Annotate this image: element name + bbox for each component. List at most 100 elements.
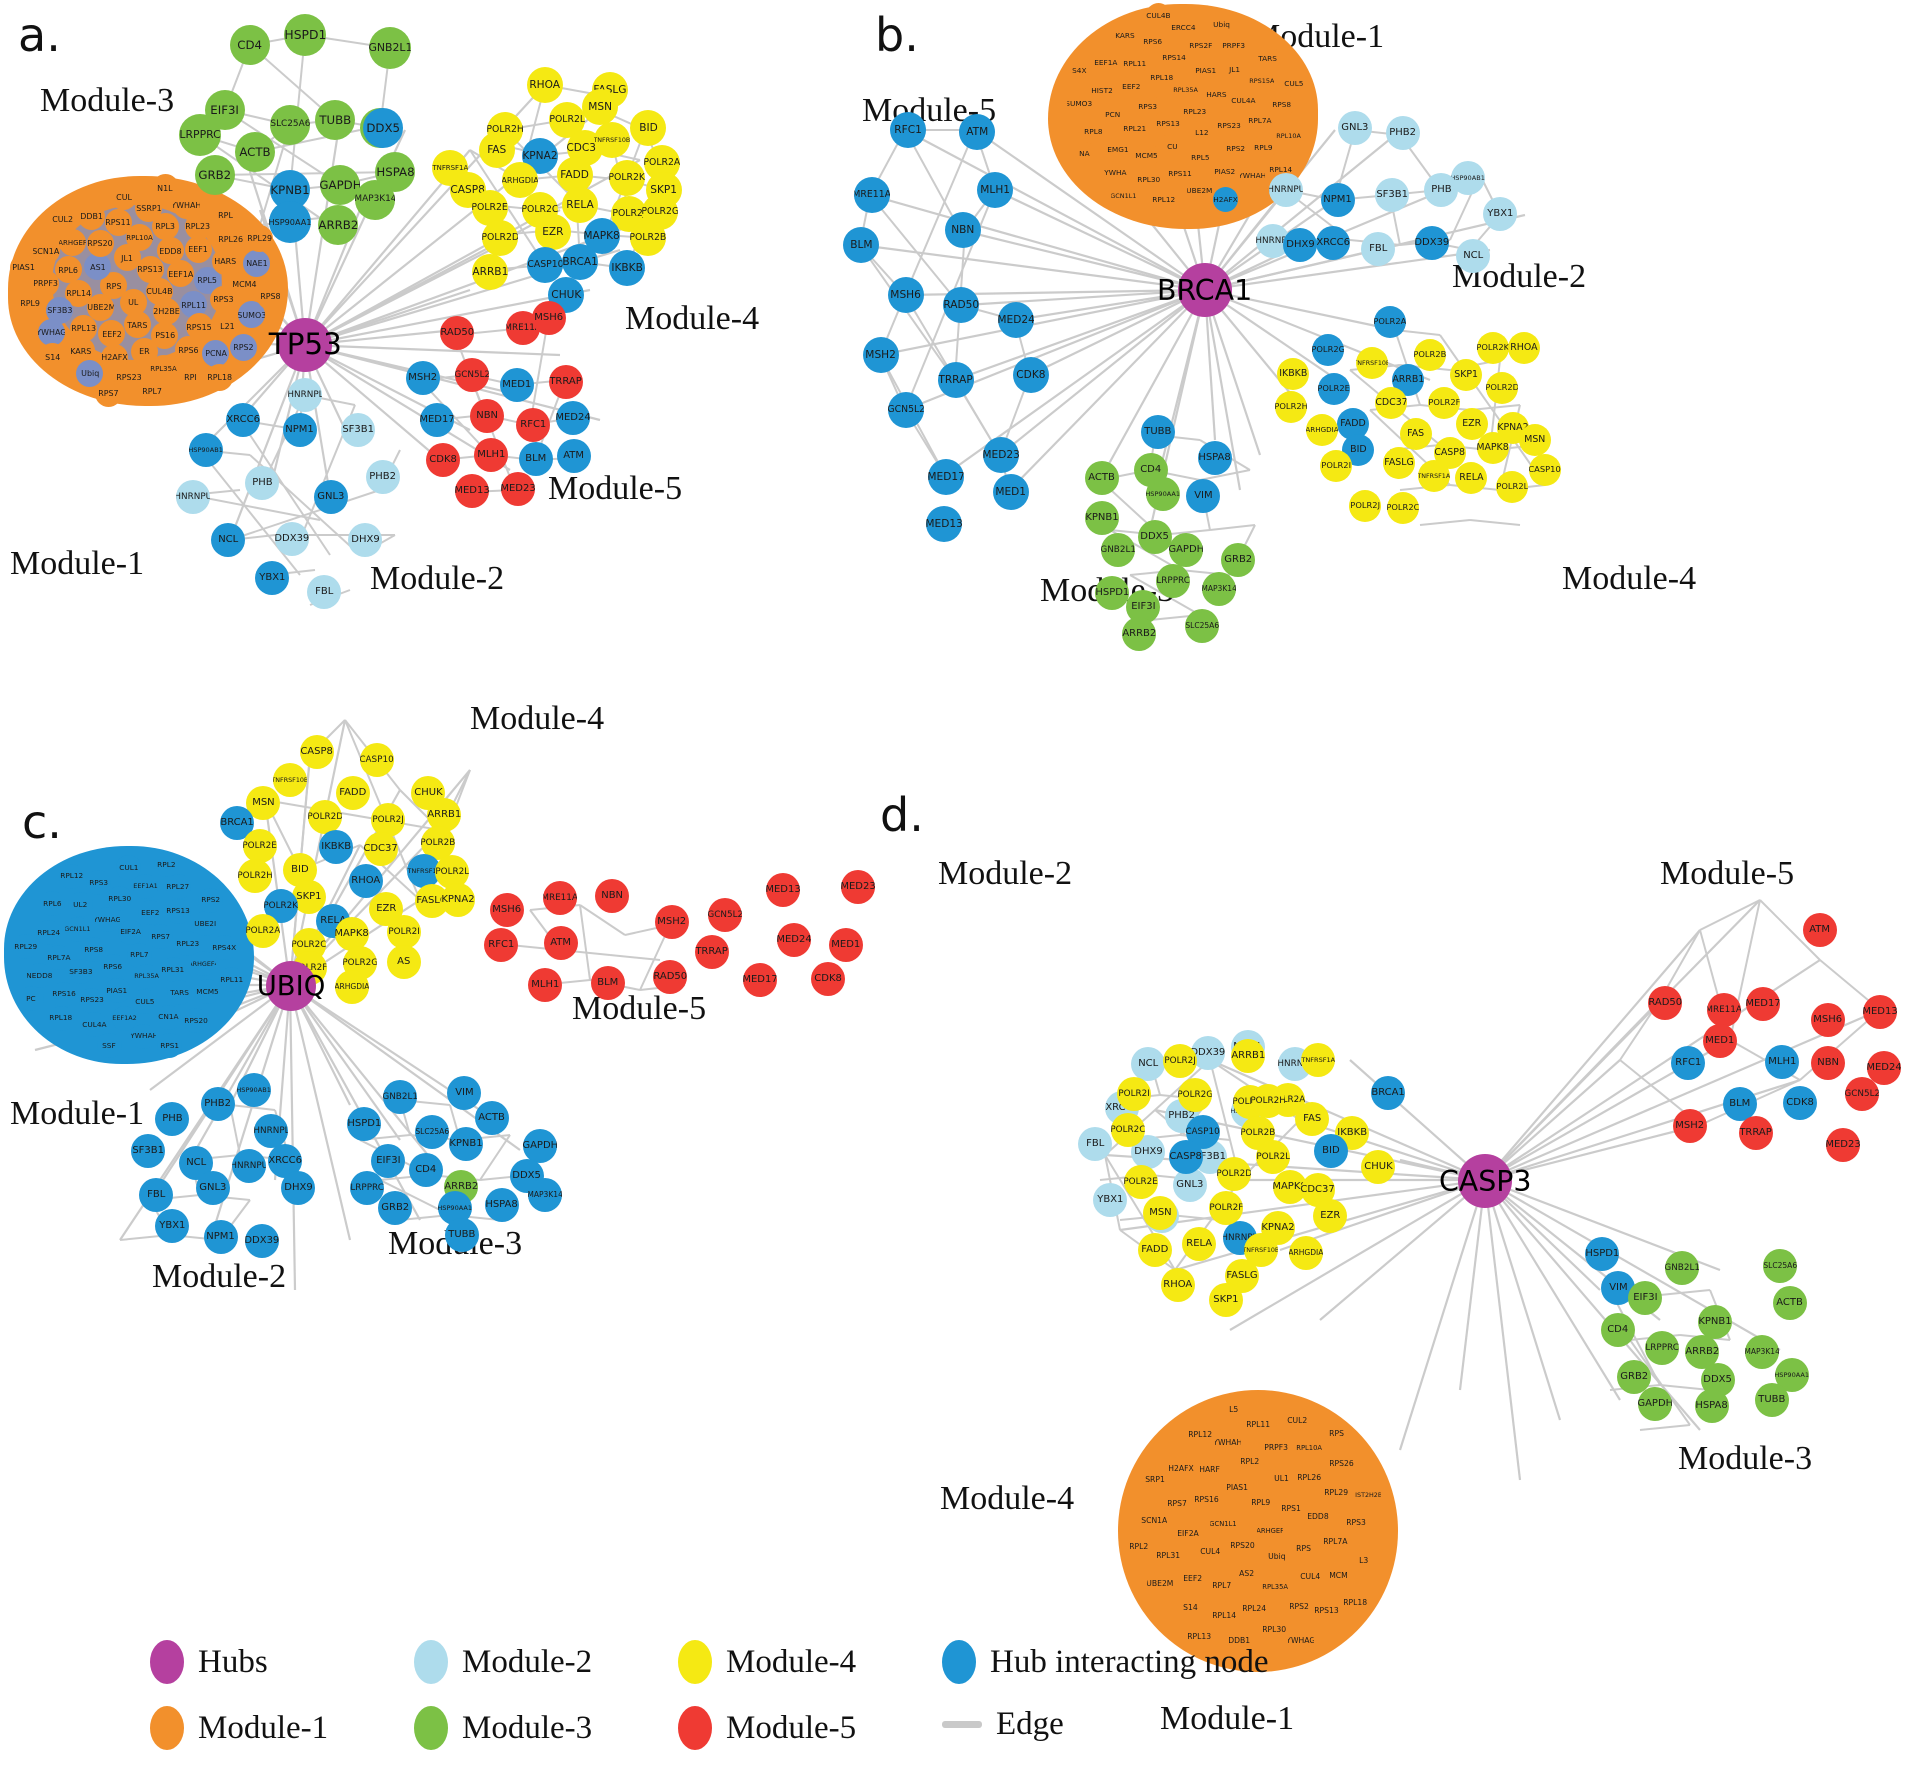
network-node[interactable]: CUL1: [115, 855, 141, 881]
network-node[interactable]: YBX1: [1483, 197, 1517, 231]
network-node[interactable]: PHB: [245, 466, 279, 500]
network-node[interactable]: ARRB2: [1685, 1335, 1719, 1369]
network-node[interactable]: ARHGEF: [1256, 1518, 1283, 1544]
network-node[interactable]: MCM5: [1133, 143, 1159, 169]
network-node[interactable]: POLR2B: [630, 220, 666, 256]
network-node[interactable]: FADD: [1138, 1233, 1172, 1267]
network-node[interactable]: RPS2: [1222, 136, 1248, 162]
network-node[interactable]: ARHGEF: [58, 228, 86, 256]
network-node[interactable]: NCL: [1456, 239, 1490, 273]
network-node[interactable]: RPS13: [165, 898, 191, 924]
network-node[interactable]: YWHAG: [37, 318, 65, 346]
network-node[interactable]: RPS6: [100, 954, 126, 980]
network-node[interactable]: CUL5: [132, 989, 158, 1015]
network-node[interactable]: RPS11: [104, 208, 132, 236]
network-node[interactable]: MED1: [500, 368, 534, 402]
network-node[interactable]: YBX1: [255, 561, 289, 595]
network-node[interactable]: CUL2: [48, 205, 76, 233]
network-node[interactable]: MED23: [983, 437, 1019, 473]
network-node[interactable]: RPL29: [13, 934, 39, 960]
network-node[interactable]: TRRAP: [1739, 1116, 1773, 1150]
network-node[interactable]: UL1: [1268, 1466, 1295, 1493]
network-node[interactable]: GCN1L1: [64, 916, 90, 942]
network-node[interactable]: MED13: [455, 474, 489, 508]
network-node[interactable]: HNRNPU: [176, 480, 210, 514]
network-node[interactable]: RPL27: [165, 874, 191, 900]
network-node[interactable]: POLR2J: [1163, 1044, 1197, 1078]
network-node[interactable]: RPL18: [1342, 1590, 1369, 1617]
network-node[interactable]: RPS2: [1286, 1593, 1313, 1620]
hub-node-casp3[interactable]: CASP3: [1439, 1154, 1531, 1208]
network-node[interactable]: EEF2: [1179, 1565, 1206, 1592]
network-node[interactable]: GNB2L1: [1101, 533, 1135, 567]
network-node[interactable]: XRCC6: [1316, 226, 1350, 260]
network-node[interactable]: DDB1: [77, 202, 105, 230]
network-node[interactable]: RPS13: [136, 255, 164, 283]
network-node[interactable]: RAD50: [943, 287, 979, 323]
network-node[interactable]: 2H2BE: [153, 297, 181, 325]
network-node[interactable]: RPS: [1323, 1420, 1350, 1447]
network-node[interactable]: DHX9: [348, 523, 382, 557]
network-node[interactable]: PIAS1: [10, 253, 38, 281]
network-node[interactable]: ARHGDIA: [1289, 1236, 1323, 1270]
network-node[interactable]: CDC37: [364, 832, 398, 866]
network-node[interactable]: RFC1: [516, 408, 550, 442]
network-node[interactable]: CUL5: [1281, 71, 1307, 97]
network-node[interactable]: RPL7A: [1247, 108, 1273, 134]
network-node[interactable]: RAD50: [653, 960, 687, 994]
network-node[interactable]: RPS15: [185, 313, 213, 341]
network-node[interactable]: TRRAP: [938, 362, 974, 398]
network-node[interactable]: CUL4A: [1230, 88, 1256, 114]
network-node[interactable]: MAP3K14: [1745, 1335, 1779, 1369]
network-node[interactable]: MSH2: [863, 337, 899, 373]
network-node[interactable]: CUL4: [1297, 1564, 1324, 1591]
network-node[interactable]: YWHAH: [172, 191, 200, 219]
network-node[interactable]: RPS16: [51, 981, 77, 1007]
network-node[interactable]: RPL24: [36, 920, 62, 946]
network-node[interactable]: HSPA8: [1198, 441, 1232, 475]
network-node[interactable]: RPL18: [206, 363, 234, 391]
network-node[interactable]: RPL11: [1121, 50, 1147, 76]
network-node[interactable]: HSPD1: [1585, 1237, 1619, 1271]
network-node[interactable]: RPS20: [1229, 1532, 1256, 1559]
network-node[interactable]: NBN: [470, 399, 504, 433]
network-node[interactable]: RPL29: [1323, 1480, 1350, 1507]
network-node[interactable]: MED24: [777, 923, 811, 957]
network-node[interactable]: HSPA8: [1695, 1389, 1729, 1423]
network-node[interactable]: MED17: [420, 403, 454, 437]
network-node[interactable]: RPL13: [70, 314, 98, 342]
network-node[interactable]: L3: [1350, 1548, 1377, 1575]
network-node[interactable]: TNFRSF1A: [1418, 460, 1450, 492]
network-node[interactable]: KPNA2: [441, 883, 475, 917]
network-node[interactable]: FBL: [1361, 232, 1395, 266]
network-node[interactable]: RPS8: [1268, 92, 1294, 118]
network-node[interactable]: EZR: [1313, 1199, 1347, 1233]
network-node[interactable]: TRRAP: [549, 365, 583, 399]
network-node[interactable]: MED24: [1867, 1051, 1901, 1085]
network-node[interactable]: CUL4B: [1145, 3, 1171, 29]
network-node[interactable]: RPL21: [1122, 115, 1148, 141]
network-node[interactable]: POLR2K: [1477, 332, 1509, 364]
network-node[interactable]: N1L: [151, 174, 179, 202]
network-node[interactable]: NPM1: [204, 1220, 238, 1254]
network-node[interactable]: ATM: [1803, 913, 1837, 947]
network-node[interactable]: DDX39: [275, 522, 309, 556]
network-node[interactable]: PRPF3: [1221, 33, 1247, 59]
network-node[interactable]: RHOA: [527, 67, 563, 103]
network-node[interactable]: POLR2E: [243, 829, 277, 863]
network-node[interactable]: RPL9: [1251, 134, 1277, 160]
network-node[interactable]: HSP90AB1: [237, 1073, 271, 1107]
network-node[interactable]: MAP3K14: [355, 180, 395, 220]
network-node[interactable]: BLM: [1723, 1087, 1757, 1121]
network-node[interactable]: POLR2E: [1318, 373, 1350, 405]
network-node[interactable]: YWHAG: [94, 907, 120, 933]
network-node[interactable]: HSPD1: [347, 1107, 381, 1141]
network-node[interactable]: PIAS1: [1193, 58, 1219, 84]
network-node[interactable]: RPS7: [148, 924, 174, 950]
network-node[interactable]: ARRB1: [1231, 1039, 1265, 1073]
network-node[interactable]: RELA: [1182, 1227, 1216, 1261]
network-node[interactable]: RPS1: [157, 1032, 183, 1058]
network-node[interactable]: RPL35A: [134, 963, 160, 989]
network-node[interactable]: FAS: [1400, 418, 1432, 450]
network-node[interactable]: DDX39: [1415, 226, 1449, 260]
